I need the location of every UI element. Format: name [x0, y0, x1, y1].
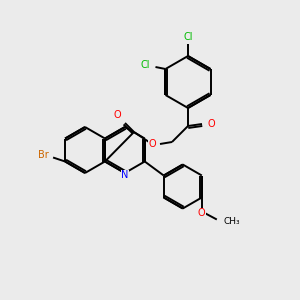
Text: O: O — [148, 139, 156, 149]
Text: CH₃: CH₃ — [224, 217, 240, 226]
Text: N: N — [121, 170, 128, 180]
Text: Br: Br — [38, 149, 49, 160]
Text: O: O — [113, 110, 121, 120]
Text: Cl: Cl — [183, 32, 193, 42]
Text: O: O — [198, 208, 206, 218]
Text: Cl: Cl — [141, 60, 150, 70]
Text: O: O — [207, 119, 215, 129]
